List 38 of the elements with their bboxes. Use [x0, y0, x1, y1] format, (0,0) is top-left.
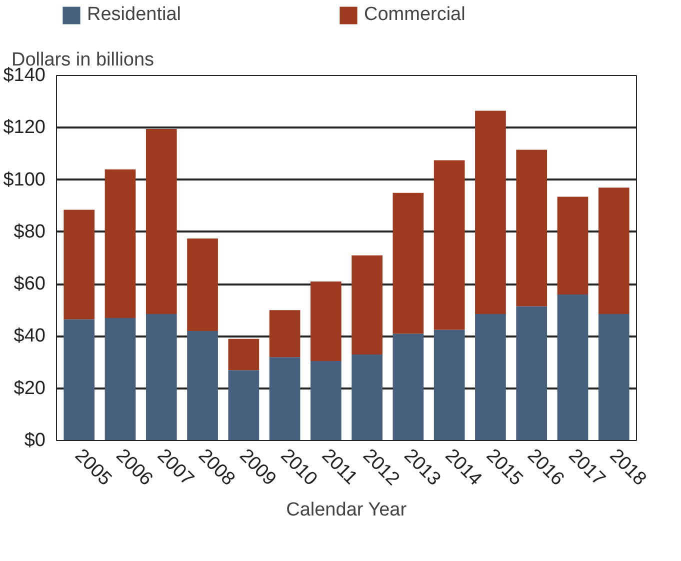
bar	[392, 192, 424, 334]
bar	[598, 188, 630, 314]
bar	[104, 169, 136, 318]
bar	[104, 318, 136, 440]
bar	[310, 360, 342, 440]
bar	[310, 281, 342, 361]
bar	[475, 110, 506, 314]
bar	[269, 357, 300, 440]
x-axis-title: Calendar Year	[286, 499, 408, 520]
bar	[352, 354, 382, 440]
bar	[392, 334, 424, 440]
bar	[146, 128, 177, 314]
bar	[64, 210, 95, 320]
bar	[557, 196, 588, 294]
bar	[516, 150, 548, 306]
legend-label: Residential	[87, 4, 182, 26]
y-tick-label: $40	[14, 326, 46, 347]
y-tick-label: $20	[14, 378, 46, 399]
y-tick-label: $100	[3, 169, 46, 190]
bar	[434, 160, 465, 330]
bar	[146, 314, 177, 440]
bar	[187, 238, 218, 331]
bar	[434, 330, 465, 440]
bar	[269, 310, 300, 358]
bar	[64, 319, 95, 440]
bar	[352, 255, 382, 354]
y-tick-label: $120	[3, 117, 46, 138]
y-tick-label: $60	[14, 274, 46, 295]
bar	[228, 338, 260, 370]
y-tick-label: $0	[24, 430, 46, 451]
bar	[475, 314, 506, 440]
bar	[228, 370, 260, 440]
bar	[598, 314, 630, 440]
bar	[187, 331, 218, 440]
bar	[557, 294, 588, 440]
y-tick-label: $80	[14, 221, 46, 242]
bar	[516, 306, 548, 440]
legend-label: Commercial	[364, 4, 466, 26]
